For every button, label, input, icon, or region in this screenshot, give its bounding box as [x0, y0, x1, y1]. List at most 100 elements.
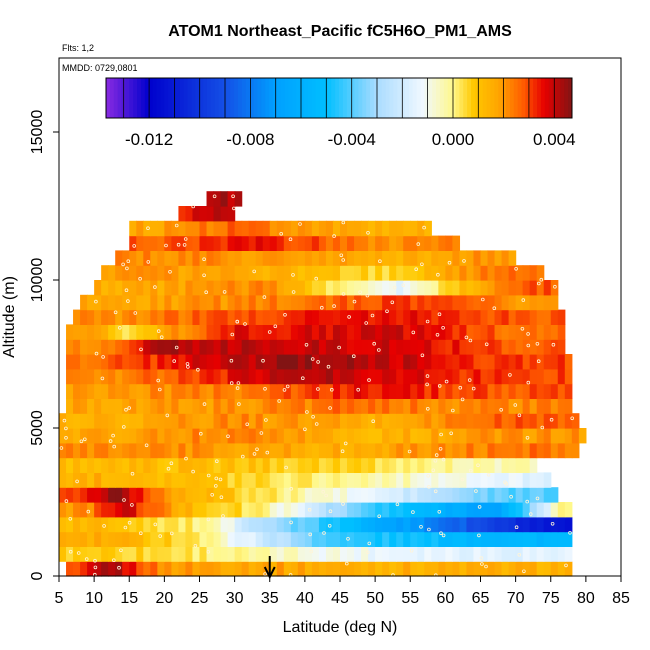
heatmap-cell	[227, 368, 236, 385]
heatmap-cell	[354, 324, 362, 340]
heatmap-cell	[325, 413, 334, 429]
colorbar-segment	[436, 78, 441, 118]
colorbar-segment	[432, 78, 437, 118]
heatmap-cell	[473, 531, 482, 547]
observation-point	[411, 330, 416, 335]
heatmap-cell	[515, 413, 524, 429]
colorbar-segment	[206, 78, 212, 118]
heatmap-cell	[304, 487, 313, 503]
colorbar-segment	[307, 78, 313, 118]
colorbar-segment	[509, 78, 515, 118]
heatmap-cell	[543, 280, 552, 296]
heatmap-cell	[220, 294, 229, 311]
heatmap-cell	[73, 383, 81, 399]
heatmap-cell	[332, 531, 341, 547]
heatmap-cell	[129, 324, 137, 340]
heatmap-cell	[417, 250, 425, 266]
heatmap-cell	[508, 561, 517, 577]
observation-point	[426, 473, 431, 478]
heatmap-cell	[389, 235, 397, 251]
heatmap-cell	[354, 457, 362, 473]
heatmap-cell	[550, 294, 559, 311]
heatmap-cell	[529, 472, 538, 488]
heatmap-cell	[304, 294, 313, 311]
observation-point	[165, 413, 170, 418]
heatmap-cell	[185, 220, 194, 237]
heatmap-cell	[185, 339, 194, 355]
observation-point	[94, 299, 98, 304]
colorbar-segment	[467, 78, 472, 118]
colorbar-segment	[564, 78, 569, 118]
heatmap-cell	[248, 250, 257, 266]
heatmap-cell	[501, 265, 510, 281]
heatmap-cell	[487, 472, 496, 488]
heatmap-cell	[234, 265, 243, 281]
heatmap-cell	[311, 516, 320, 533]
observation-point	[322, 531, 326, 535]
observation-point	[75, 479, 79, 484]
heatmap-cell	[297, 531, 306, 547]
heatmap-cell	[122, 561, 130, 577]
heatmap-cell	[269, 502, 278, 518]
heatmap-cell	[501, 250, 510, 266]
heatmap-cell	[522, 502, 531, 518]
heatmap-cell	[529, 531, 538, 547]
heatmap-cell	[192, 502, 201, 518]
observation-point	[153, 285, 157, 289]
heatmap-cell	[199, 383, 208, 399]
heatmap-cell	[466, 339, 475, 355]
observation-point	[521, 298, 526, 302]
observation-point	[282, 388, 287, 392]
heatmap-cell	[101, 309, 109, 325]
observation-point	[138, 276, 142, 281]
heatmap-cell	[445, 472, 453, 488]
colorbar-segment	[405, 78, 410, 118]
heatmap-cell	[480, 546, 489, 562]
observation-point	[226, 434, 230, 439]
heatmap-cell	[171, 368, 180, 385]
heatmap-cell	[515, 502, 524, 518]
heatmap-cell	[66, 383, 74, 399]
heatmap-cell	[522, 428, 531, 444]
heatmap-cell	[325, 339, 334, 355]
heatmap-cell	[101, 324, 109, 340]
heatmap-cell	[143, 413, 151, 429]
heatmap-cell	[347, 265, 355, 281]
heatmap-cell	[276, 457, 285, 473]
heatmap-cell	[136, 546, 144, 562]
heatmap-cell	[227, 531, 236, 547]
heatmap-cell	[417, 398, 425, 414]
observation-point	[126, 259, 131, 264]
heatmap-cell	[543, 294, 552, 311]
heatmap-cell	[206, 413, 215, 429]
heatmap-cell	[157, 339, 165, 355]
heatmap-cell	[368, 546, 376, 562]
heatmap-cell	[220, 531, 229, 547]
heatmap-cell	[136, 324, 144, 340]
heatmap-cell	[87, 428, 95, 444]
heatmap-cell	[262, 502, 271, 518]
heatmap-cell	[445, 428, 453, 444]
heatmap-cell	[143, 235, 151, 251]
heatmap-cell	[178, 294, 187, 311]
observation-point	[79, 439, 84, 444]
heatmap-cell	[536, 516, 545, 533]
observation-point	[416, 242, 421, 246]
heatmap-cell	[171, 516, 180, 533]
heatmap-cell	[445, 457, 453, 473]
observation-point	[218, 477, 223, 482]
observation-point	[68, 549, 73, 554]
heatmap-cell	[129, 502, 137, 518]
heatmap-cell	[206, 265, 215, 281]
heatmap-cell	[185, 413, 194, 429]
heatmap-cell	[304, 250, 313, 266]
heatmap-cell	[129, 442, 137, 459]
heatmap-cell	[171, 531, 180, 547]
heatmap-cell	[361, 398, 369, 414]
heatmap-cell	[452, 457, 461, 473]
heatmap-cell	[452, 413, 461, 429]
heatmap-cell	[318, 383, 327, 399]
heatmap-cell	[459, 487, 468, 503]
heatmap-cell	[529, 280, 538, 296]
heatmap-cell	[354, 502, 362, 518]
